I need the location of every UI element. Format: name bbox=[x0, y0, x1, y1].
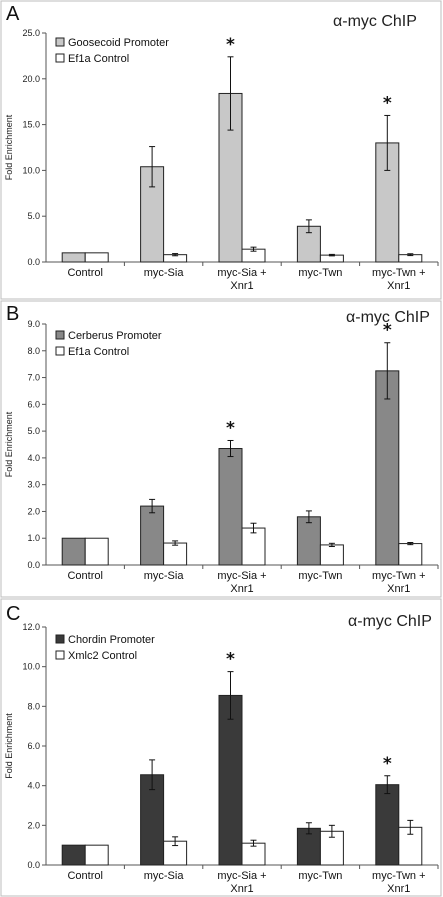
significance-star: * bbox=[383, 754, 392, 774]
significance-star: * bbox=[226, 650, 235, 670]
bar-control bbox=[84, 252, 109, 263]
y-tick-label: 15.0 bbox=[22, 120, 40, 130]
chart-title: α-myc ChIP bbox=[348, 613, 432, 630]
bar-promoter bbox=[218, 448, 243, 566]
bar-promoter bbox=[296, 516, 321, 566]
category-label: myc-Twn + Xnr1 bbox=[372, 870, 425, 895]
category-label: myc-Sia + Xnr1 bbox=[217, 870, 266, 895]
y-tick-label: 4.0 bbox=[27, 781, 40, 791]
y-tick-label: 2.0 bbox=[27, 506, 40, 516]
category-label: myc-Sia bbox=[144, 870, 185, 882]
category-label: Control bbox=[67, 570, 102, 582]
bar-promoter bbox=[61, 252, 86, 263]
bar-promoter bbox=[61, 537, 86, 566]
category-label: myc-Sia + Xnr1 bbox=[217, 570, 266, 595]
y-tick-label: 10.0 bbox=[22, 165, 40, 175]
bar-control bbox=[84, 844, 109, 866]
category-label: myc-Sia + Xnr1 bbox=[217, 267, 266, 292]
y-tick-label: 8.0 bbox=[27, 346, 40, 356]
bar-control bbox=[319, 544, 344, 566]
category-label: myc-Twn + Xnr1 bbox=[372, 267, 425, 292]
legend-swatch bbox=[55, 330, 65, 340]
category-label: myc-Sia bbox=[144, 267, 185, 279]
y-tick-label: 1.0 bbox=[27, 533, 40, 543]
y-tick-label: 0.0 bbox=[27, 560, 40, 570]
bar-control bbox=[84, 537, 109, 566]
legend-label: Ef1a Control bbox=[68, 53, 129, 65]
legend-label: Xmlc2 Control bbox=[68, 650, 137, 662]
bar-promoter bbox=[140, 505, 165, 566]
chart-title: α-myc ChIP bbox=[346, 309, 430, 326]
bar-control bbox=[163, 542, 188, 566]
y-tick-label: 20.0 bbox=[22, 74, 40, 84]
y-tick-label: 5.0 bbox=[27, 426, 40, 436]
significance-star: * bbox=[226, 418, 235, 438]
y-tick-label: 9.0 bbox=[27, 319, 40, 329]
legend-label: Ef1a Control bbox=[68, 346, 129, 358]
category-label: myc-Twn bbox=[298, 570, 342, 582]
bar-promoter bbox=[375, 784, 400, 866]
y-tick-label: 25.0 bbox=[22, 28, 40, 38]
significance-star: * bbox=[226, 35, 235, 55]
y-tick-label: 12.0 bbox=[22, 622, 40, 632]
legend-swatch bbox=[55, 53, 65, 63]
chart-title: α-myc ChIP bbox=[333, 13, 417, 30]
y-tick-label: 0.0 bbox=[27, 257, 40, 267]
legend-swatch bbox=[55, 634, 65, 644]
category-label: myc-Sia bbox=[144, 570, 185, 582]
y-tick-label: 4.0 bbox=[27, 453, 40, 463]
panel-label: B bbox=[6, 303, 19, 325]
category-label: myc-Twn + Xnr1 bbox=[372, 570, 425, 595]
legend-label: Chordin Promoter bbox=[68, 634, 155, 646]
panel-label: C bbox=[6, 603, 20, 625]
bar-control bbox=[398, 543, 423, 566]
category-label: myc-Twn bbox=[298, 267, 342, 279]
panel-label: A bbox=[6, 3, 20, 25]
bar-promoter bbox=[61, 844, 86, 866]
category-label: myc-Twn bbox=[298, 870, 342, 882]
y-tick-label: 6.0 bbox=[27, 399, 40, 409]
y-axis-title: Fold Enrichment bbox=[4, 114, 14, 180]
significance-star: * bbox=[383, 93, 392, 113]
y-tick-label: 6.0 bbox=[27, 741, 40, 751]
category-label: Control bbox=[67, 267, 102, 279]
legend-label: Cerberus Promoter bbox=[68, 330, 162, 342]
y-tick-label: 0.0 bbox=[27, 860, 40, 870]
legend-swatch bbox=[55, 650, 65, 660]
y-tick-label: 10.0 bbox=[22, 662, 40, 672]
y-tick-label: 5.0 bbox=[27, 211, 40, 221]
category-label: Control bbox=[67, 870, 102, 882]
y-tick-label: 3.0 bbox=[27, 480, 40, 490]
bar-promoter bbox=[218, 694, 243, 866]
legend-swatch bbox=[55, 37, 65, 47]
y-tick-label: 2.0 bbox=[27, 820, 40, 830]
significance-star: * bbox=[383, 321, 392, 341]
y-tick-label: 8.0 bbox=[27, 701, 40, 711]
y-axis-title: Fold Enrichment bbox=[4, 411, 14, 477]
legend-label: Goosecoid Promoter bbox=[68, 37, 169, 49]
y-tick-label: 7.0 bbox=[27, 373, 40, 383]
y-axis-title: Fold Enrichment bbox=[4, 713, 14, 779]
bar-promoter bbox=[375, 370, 400, 566]
legend-swatch bbox=[55, 346, 65, 356]
bar-control bbox=[241, 527, 266, 566]
